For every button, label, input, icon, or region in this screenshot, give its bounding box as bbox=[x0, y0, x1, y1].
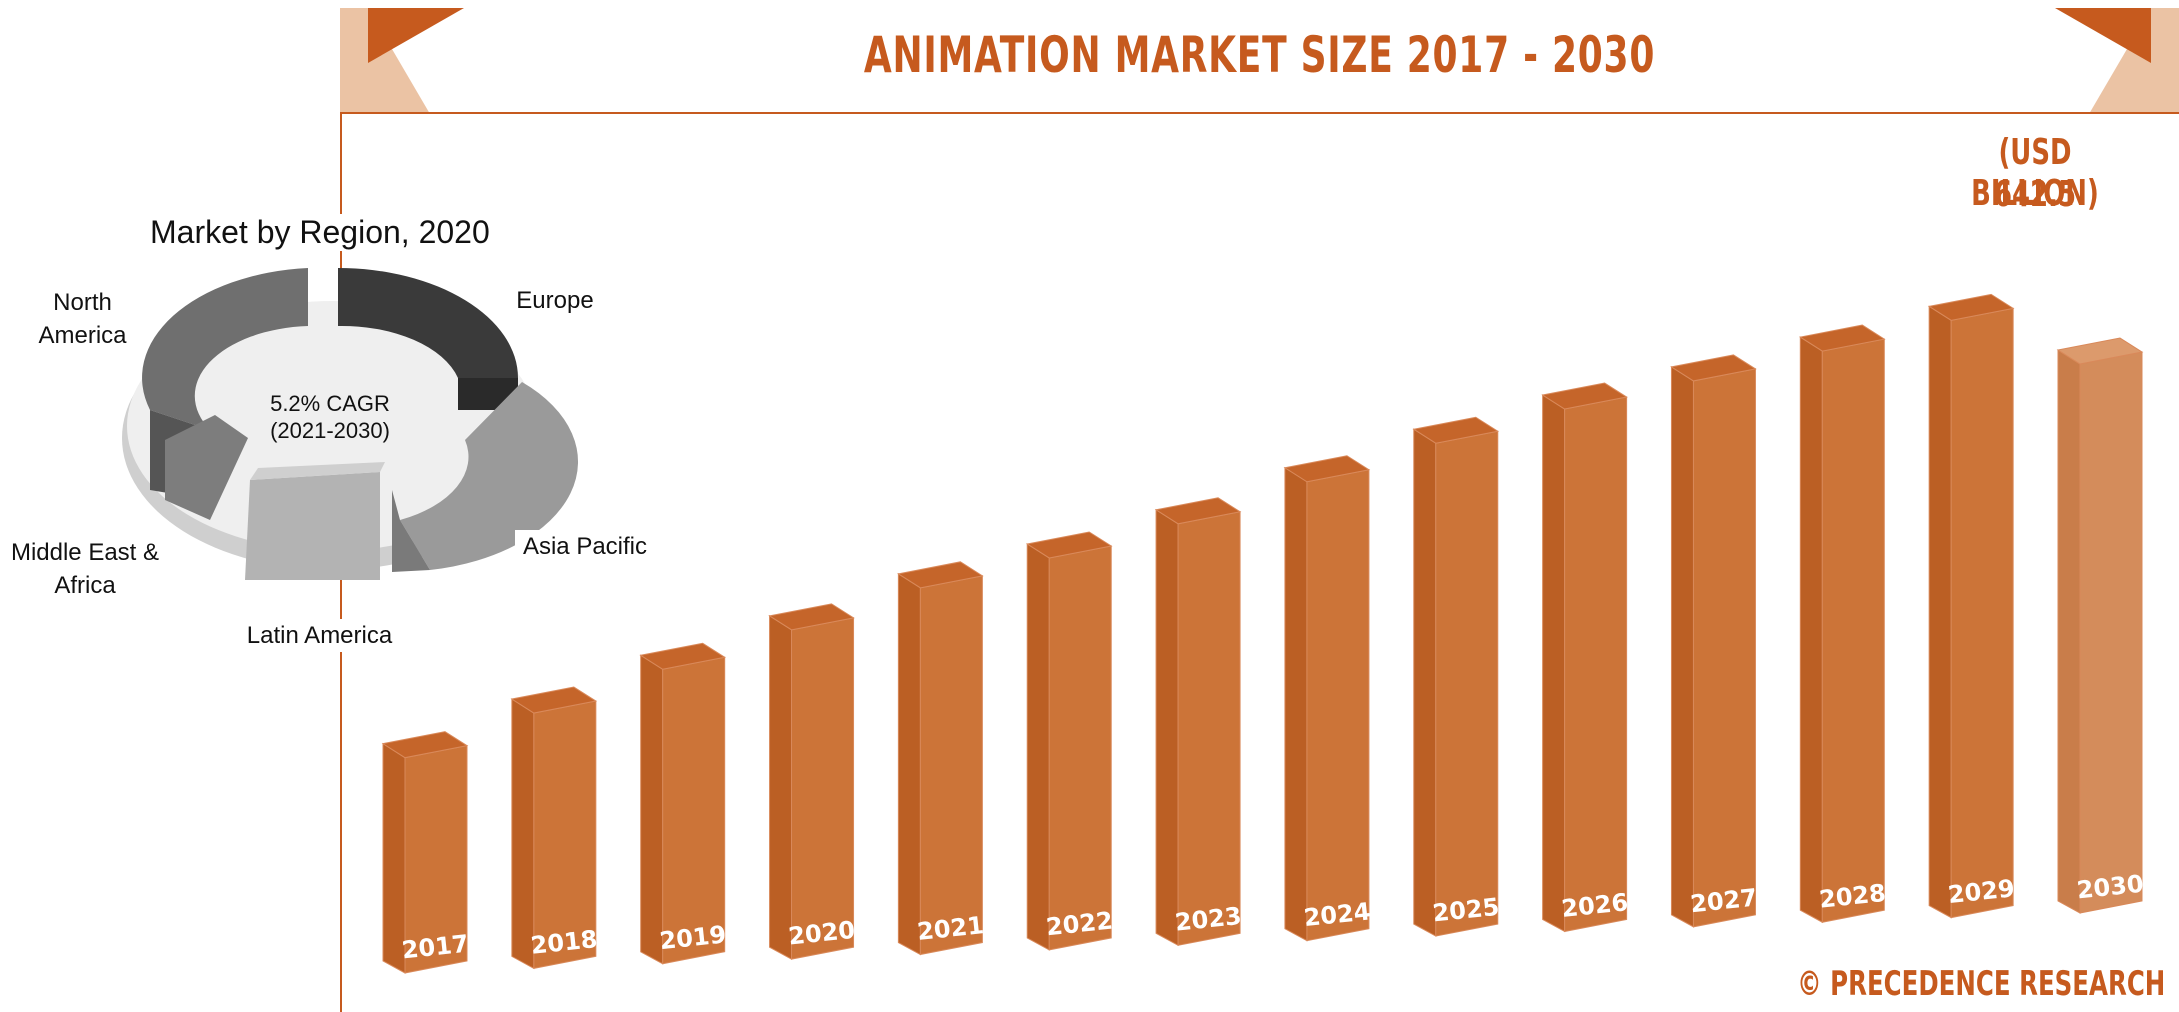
bar-label-2023: 2023 bbox=[1174, 902, 1243, 937]
bar-2023: 2023 bbox=[1154, 497, 1243, 947]
cagr-value: 5.2% CAGR bbox=[270, 391, 390, 416]
bar-label-2025: 2025 bbox=[1431, 893, 1500, 928]
bar-2021: 2021 bbox=[897, 561, 985, 956]
bar-2020: 2020 bbox=[768, 603, 856, 960]
peak-value-label: 642.5 bbox=[1994, 174, 2076, 215]
inset-title: Market by Region, 2020 bbox=[150, 214, 520, 251]
bar-2028: 2028 bbox=[1798, 324, 1887, 924]
title-band: ANIMATION MARKET SIZE 2017 - 2030 bbox=[340, 8, 2179, 114]
bar-label-2019: 2019 bbox=[658, 920, 727, 955]
segment-middle-east-africa bbox=[165, 415, 248, 520]
segment-north-america bbox=[142, 268, 308, 430]
bar-label-2021: 2021 bbox=[916, 911, 985, 946]
region-inset: Market by Region, 2020 5.2% CAGR (2021-2… bbox=[0, 200, 680, 660]
unit-label: (USD BILLION) bbox=[1971, 132, 2099, 214]
bar-2017: 2017 bbox=[381, 731, 470, 974]
label-north-america: North America bbox=[30, 286, 135, 352]
bar-label-2022: 2022 bbox=[1045, 907, 1114, 942]
source-credit: © PRECEDENCE RESEARCH bbox=[1796, 964, 2165, 1004]
bar-2029: 2029 bbox=[1927, 293, 2016, 919]
bar-label-2028: 2028 bbox=[1818, 879, 1887, 914]
bar-label-2020: 2020 bbox=[787, 916, 856, 951]
region-donut bbox=[122, 268, 579, 580]
segment-europe bbox=[338, 268, 518, 378]
label-europe: Europe bbox=[505, 284, 605, 317]
bar-label-2030: 2030 bbox=[2075, 870, 2144, 905]
bar-2022: 2022 bbox=[1025, 531, 1114, 951]
bar-2030: 2030 bbox=[2056, 337, 2145, 914]
label-latin-america: Latin America bbox=[232, 619, 407, 652]
bar-2025: 2025 bbox=[1412, 416, 1501, 937]
bar-label-2017: 2017 bbox=[400, 930, 469, 965]
bar-label-2027: 2027 bbox=[1689, 883, 1758, 918]
bar-label-2029: 2029 bbox=[1947, 874, 2016, 909]
label-asia-pacific: Asia Pacific bbox=[515, 530, 655, 563]
bar-label-2018: 2018 bbox=[529, 925, 598, 960]
bar-2027: 2027 bbox=[1670, 354, 1758, 928]
chart-title: ANIMATION MARKET SIZE 2017 - 2030 bbox=[863, 26, 1656, 84]
segment-asia-pacific bbox=[400, 382, 579, 570]
label-middle-east-africa: Middle East & Africa bbox=[5, 536, 165, 602]
bar-2026: 2026 bbox=[1541, 382, 1629, 933]
bar-2019: 2019 bbox=[639, 642, 728, 965]
bar-2018: 2018 bbox=[510, 686, 599, 970]
cagr-label: 5.2% CAGR (2021-2030) bbox=[225, 390, 435, 444]
title-decoration bbox=[340, 8, 2179, 112]
bar-2024: 2024 bbox=[1283, 455, 1372, 942]
bar-label-2026: 2026 bbox=[1560, 888, 1629, 923]
segment-latin-america bbox=[245, 472, 380, 580]
cagr-period: (2021-2030) bbox=[270, 418, 390, 443]
bar-label-2024: 2024 bbox=[1302, 897, 1371, 932]
